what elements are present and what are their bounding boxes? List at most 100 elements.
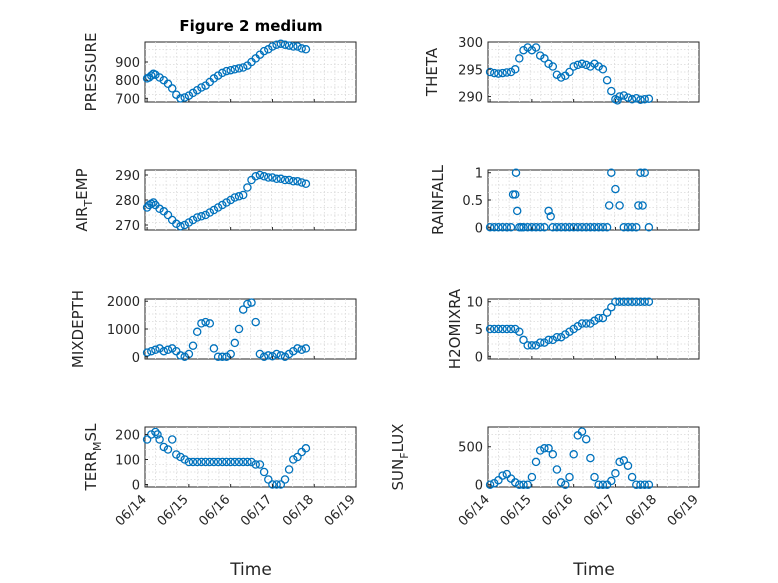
data-point <box>297 345 306 355</box>
ylabel-airtemp: AIRTEMP <box>73 168 95 231</box>
data-point <box>510 478 520 487</box>
data-point <box>519 480 528 489</box>
data-point <box>251 172 260 181</box>
data-point <box>531 341 541 350</box>
marks-pressure <box>142 39 311 103</box>
data-point <box>284 349 294 359</box>
data-point <box>149 198 158 207</box>
data-point <box>192 85 202 95</box>
data-point <box>192 213 202 222</box>
data-point <box>494 69 503 78</box>
data-point <box>519 223 528 232</box>
data-point <box>490 68 499 78</box>
data-point <box>590 472 599 482</box>
data-point <box>218 200 227 210</box>
ylabel-sunflux: SUNFLUX <box>389 424 411 491</box>
data-point <box>573 60 583 70</box>
data-point <box>510 190 520 199</box>
panel-sunflux: 0 500 SUNFLUX <box>389 424 700 494</box>
marks-airtemp <box>142 170 311 231</box>
data-point <box>209 74 219 83</box>
data-point <box>234 64 244 73</box>
data-point <box>590 223 599 232</box>
data-point <box>590 316 599 326</box>
data-point <box>506 67 516 77</box>
marks-sunflux <box>485 427 654 489</box>
panel-rainfall: 00.51 RAINFALL <box>429 164 700 236</box>
ylabel-h2omixra: H2OMIXRA <box>446 288 464 369</box>
yticks-theta: 290 295 300 <box>458 36 700 106</box>
data-point <box>272 174 281 184</box>
data-point <box>615 201 624 210</box>
data-point <box>243 299 252 309</box>
data-point <box>197 319 206 328</box>
data-point <box>230 65 240 74</box>
data-point <box>627 95 637 104</box>
data-point <box>577 427 587 436</box>
data-point <box>188 341 198 350</box>
data-point <box>209 205 219 215</box>
data-point <box>301 444 311 453</box>
data-point <box>197 212 206 221</box>
data-point <box>615 297 624 306</box>
yticks-h2omixra: 0 5 10 <box>466 296 700 365</box>
data-point <box>264 475 273 484</box>
data-point <box>602 308 612 317</box>
data-point <box>201 210 210 220</box>
data-point <box>230 457 240 467</box>
data-point <box>289 177 298 186</box>
data-point <box>147 346 156 356</box>
data-point <box>535 223 545 232</box>
data-point <box>619 456 629 465</box>
data-point <box>247 457 256 467</box>
data-point <box>155 435 164 444</box>
ytick-label: 0.5 <box>462 194 483 209</box>
data-point <box>623 297 633 306</box>
data-point <box>238 305 248 314</box>
data-point <box>272 40 281 49</box>
data-point <box>259 46 269 56</box>
data-point <box>611 469 620 478</box>
data-point <box>548 223 558 232</box>
panel-pressure: 700 800 900 PRESSURE <box>82 33 357 111</box>
data-point <box>556 332 566 342</box>
xtick-label: 06/16 <box>196 492 233 529</box>
data-point <box>515 480 524 489</box>
data-point <box>167 435 177 444</box>
data-point <box>197 457 206 467</box>
data-point <box>636 95 645 105</box>
data-point <box>615 457 624 467</box>
data-point <box>502 469 512 479</box>
data-point <box>535 338 545 347</box>
data-point <box>644 480 654 489</box>
data-point <box>619 297 629 306</box>
yticks-rainfall: 00.51 <box>462 167 700 236</box>
ytick-label: 0 <box>475 221 483 236</box>
data-point <box>180 352 189 362</box>
ytick-label: 5 <box>475 323 483 338</box>
ytick-label: 0 <box>475 350 483 365</box>
data-point <box>519 45 528 55</box>
panel-theta: 290 295 300 THETA <box>423 36 700 106</box>
data-point <box>280 175 290 185</box>
data-point <box>638 201 647 210</box>
data-point <box>151 345 160 355</box>
data-point <box>640 168 649 177</box>
data-point <box>602 75 612 85</box>
data-point <box>289 346 298 356</box>
data-point <box>255 460 265 469</box>
data-point <box>222 66 231 76</box>
xlabel-right: Time <box>572 560 615 580</box>
data-point <box>623 461 633 470</box>
data-point <box>222 352 231 362</box>
data-point <box>485 223 495 232</box>
data-point <box>573 322 583 331</box>
data-point <box>272 349 281 359</box>
grid-airtemp <box>145 170 356 230</box>
data-point <box>155 73 164 82</box>
data-point <box>268 173 277 182</box>
data-point <box>561 330 570 339</box>
xtick-label: 06/15 <box>155 492 192 529</box>
ytick-label: 270 <box>115 219 140 234</box>
